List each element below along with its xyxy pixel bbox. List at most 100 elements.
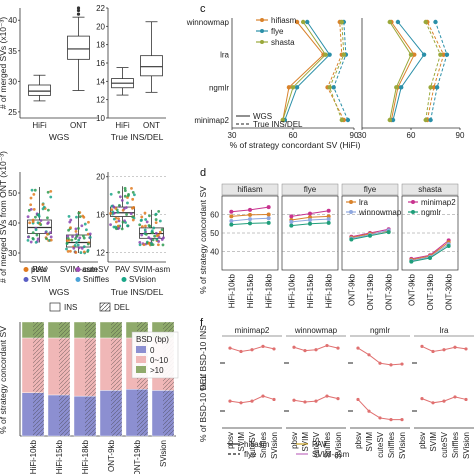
panel-d-point xyxy=(248,207,252,212)
panel-b-point xyxy=(140,218,143,222)
panel-b-point xyxy=(161,243,165,247)
panel-e-legend-bsd-swatch xyxy=(136,356,146,363)
panel-b-point xyxy=(140,225,144,228)
panel-a-box xyxy=(140,55,163,77)
panel-b-point xyxy=(77,211,81,215)
panel-d-point xyxy=(229,222,234,227)
panel-e-legend-bsd-swatch xyxy=(136,366,146,373)
panel-e-legend-bsd-label: >10 xyxy=(150,366,164,375)
panel-b-point xyxy=(46,208,50,212)
panel-d-facet-strip xyxy=(281,183,339,196)
panel-b-point xyxy=(77,246,81,250)
panel-f-point xyxy=(228,346,232,350)
panel-d-point xyxy=(229,209,234,214)
panel-d-facet-strip xyxy=(401,183,459,196)
panel-a-group-label: WGS xyxy=(49,132,70,142)
panel-c-xtick-label: 30 xyxy=(358,131,367,140)
panel-b-point xyxy=(83,222,87,226)
panel-f-ylabel-bottom: % of BSD-10 DEL xyxy=(198,374,208,442)
panel-c-point xyxy=(431,85,437,90)
panel-b-point xyxy=(77,238,81,242)
panel-e-bar-hatch xyxy=(137,322,148,338)
panel-b-point xyxy=(74,230,78,233)
panel-f-ylabel-top: % of BSD-10 INS xyxy=(198,325,208,391)
panel-f-facet-title: minimap2 xyxy=(235,326,270,335)
panel-b-point xyxy=(34,215,37,219)
panel-b-point xyxy=(154,221,158,225)
panel-a-group-label: True INS/DEL xyxy=(111,132,164,142)
panel-b-point xyxy=(144,232,148,236)
panel-f-xtick-label: Sniffles xyxy=(451,432,460,458)
panel-b-point xyxy=(65,239,69,243)
panel-b-point xyxy=(72,246,76,250)
panel-c-legend-marker xyxy=(260,40,264,44)
panel-f-point xyxy=(239,401,243,405)
panel-e-bar-hatch xyxy=(85,396,96,436)
panel-c-point xyxy=(339,117,344,123)
panel-b-point xyxy=(131,218,135,222)
panel-f-legend-label: SVIM-asm xyxy=(312,450,350,459)
panel-f-facet-title: lra xyxy=(440,326,449,335)
panel-b-point xyxy=(157,240,161,243)
panel-f-point xyxy=(356,346,360,350)
panel-d-point xyxy=(266,205,271,210)
panel-b-point xyxy=(29,196,33,200)
panel-b-point xyxy=(125,213,128,216)
panel-c-line xyxy=(329,21,345,121)
panel-f-xtick-label: cuteSV xyxy=(312,431,321,457)
panel-b-point xyxy=(152,226,156,230)
panel-c-point xyxy=(341,52,347,57)
panel-a-box xyxy=(28,84,51,96)
panel-b-point xyxy=(154,231,158,235)
panel-b-point xyxy=(77,227,80,230)
panel-f-xtick-label: Sniffles xyxy=(387,432,396,458)
panel-b-point xyxy=(112,205,116,209)
panel-b-point xyxy=(28,221,32,225)
panel-b-point xyxy=(49,195,53,199)
panel-c-point xyxy=(433,19,438,25)
panel-b-point xyxy=(123,186,127,190)
panel-c-point xyxy=(423,19,428,25)
panel-a-box xyxy=(67,35,90,60)
panel-d-xtick-label: ONT-19kb xyxy=(366,273,375,310)
panel-b-point xyxy=(69,226,72,230)
panel-b-point xyxy=(117,217,120,221)
panel-f-point xyxy=(272,347,276,351)
panel-b-point xyxy=(75,215,78,219)
panel-f-point xyxy=(356,397,360,402)
panel-b-point xyxy=(151,231,155,235)
panel-f-point xyxy=(261,344,265,348)
panel-b-point xyxy=(131,206,134,210)
panel-b-point xyxy=(118,195,122,199)
panel-c-legend-style-label: True INS/DEL xyxy=(253,120,303,129)
panel-d-xtick-label: ONT-9kb xyxy=(347,273,356,306)
panel-c-point xyxy=(286,85,292,90)
panel-d-facet-title: flye xyxy=(364,185,377,194)
panel-f-point xyxy=(400,362,404,366)
panel-c-point xyxy=(290,85,296,90)
panel-f-point xyxy=(325,343,329,348)
panel-e-bar-hatch xyxy=(85,337,96,397)
panel-b-point xyxy=(138,243,142,247)
panel-b-legend-marker xyxy=(23,267,29,272)
panel-b-ytick-label: 30 xyxy=(8,249,17,258)
panel-f-point xyxy=(420,344,424,348)
panel-b-point xyxy=(109,211,112,215)
panel-d-xtick-label: ONT-30kb xyxy=(445,273,454,310)
panel-a-xtick-label: ONT xyxy=(143,121,160,130)
panel-b-point xyxy=(114,220,118,224)
panel-a-ytick-label: 30 xyxy=(8,77,17,86)
panel-b-point xyxy=(144,224,147,228)
panel-d-facet-title: shasta xyxy=(418,185,442,194)
panel-e-xtick-label: HiFi-10kb xyxy=(29,439,38,474)
panel-b-xtick-label: PAV xyxy=(115,265,130,274)
panel-c-line xyxy=(333,21,349,121)
panel-b-point xyxy=(148,214,151,218)
panel-e-bar-hatch xyxy=(111,390,122,436)
panel-d-point xyxy=(428,255,432,260)
panel-b-point xyxy=(41,203,45,206)
panel-b-xtick-label: PAV xyxy=(32,265,47,274)
panel-f-xtick-label: pbsv xyxy=(418,432,427,449)
panel-d-legend-label: winnowmap xyxy=(358,208,402,217)
panel-b-point xyxy=(147,236,151,239)
